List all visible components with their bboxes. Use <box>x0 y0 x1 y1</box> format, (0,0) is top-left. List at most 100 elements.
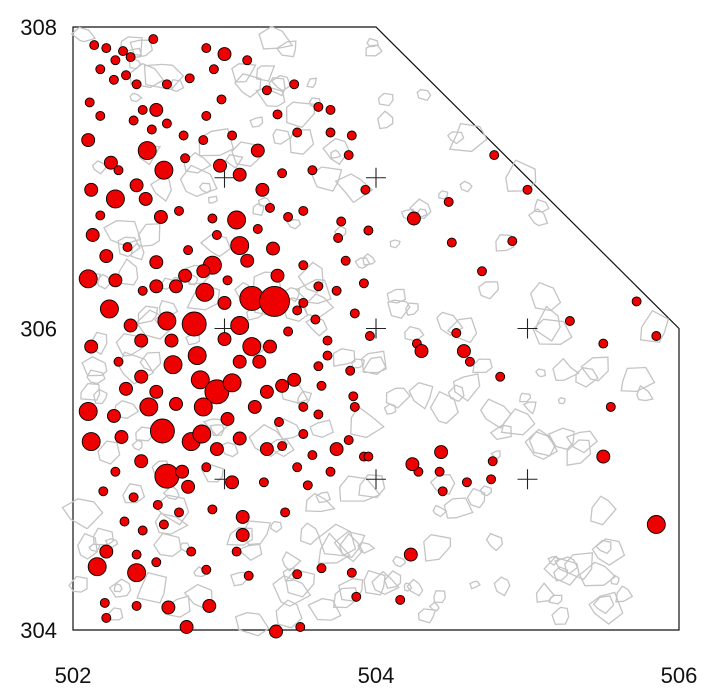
data-point <box>84 97 95 108</box>
data-point <box>105 189 125 209</box>
data-point <box>213 158 227 173</box>
grey-outline-shape <box>591 538 626 566</box>
data-point <box>250 143 265 158</box>
grey-outline-shape <box>86 369 106 385</box>
data-point <box>522 184 533 195</box>
data-point <box>298 429 309 439</box>
data-point <box>232 354 247 369</box>
data-point <box>161 600 176 615</box>
data-point <box>489 150 500 161</box>
data-point <box>81 133 96 148</box>
data-point <box>151 557 162 568</box>
reference-cross-marker <box>517 318 538 339</box>
grey-outline-shape <box>333 531 366 559</box>
grey-outline-shape <box>272 128 291 145</box>
data-point <box>495 371 506 382</box>
data-point <box>196 264 211 279</box>
data-point <box>340 255 351 266</box>
data-point <box>325 127 336 138</box>
data-point <box>207 504 218 515</box>
data-point <box>507 236 518 247</box>
data-point <box>81 432 101 452</box>
data-point <box>331 285 342 296</box>
data-point <box>351 591 362 602</box>
data-point <box>217 47 232 62</box>
grey-outline-shape <box>408 381 434 410</box>
grey-outline-shape <box>234 73 262 99</box>
data-point <box>295 622 306 632</box>
data-point <box>598 338 609 349</box>
grey-outline-shape <box>535 582 555 603</box>
grey-outline-shape <box>432 504 448 518</box>
data-point <box>289 79 300 90</box>
data-point <box>192 424 212 444</box>
grey-outline-shape <box>330 149 342 159</box>
data-point <box>119 381 133 396</box>
grey-outline-shape <box>286 101 316 129</box>
grey-outline-shape <box>466 487 486 509</box>
data-point <box>119 516 130 527</box>
data-point <box>121 70 131 81</box>
grey-outline-shape <box>282 567 296 582</box>
data-point <box>405 457 420 472</box>
data-point <box>414 344 429 359</box>
grey-outline-shape <box>226 527 253 546</box>
data-point <box>149 384 164 399</box>
data-point <box>137 285 148 296</box>
data-point <box>201 564 212 575</box>
grey-outline-shape <box>185 334 200 346</box>
data-point <box>108 74 119 85</box>
data-point <box>596 449 611 464</box>
grey-outline-shape <box>532 318 573 345</box>
grey-outline-shape <box>377 92 394 107</box>
grey-outline-shape <box>81 356 108 377</box>
data-point <box>131 549 142 560</box>
data-point <box>292 305 303 316</box>
data-point <box>95 64 106 75</box>
data-point <box>313 101 324 112</box>
grey-outline-shape <box>446 317 478 344</box>
data-point <box>146 124 157 135</box>
grey-outline-shape <box>332 348 356 367</box>
data-point <box>283 326 294 337</box>
grey-outline-shape <box>578 561 617 587</box>
data-point <box>230 236 250 256</box>
data-point <box>277 441 288 452</box>
data-point <box>564 316 575 326</box>
data-point <box>451 328 462 338</box>
data-point <box>174 507 184 518</box>
grey-outline-shape <box>387 299 411 319</box>
data-point <box>122 242 133 253</box>
data-point <box>270 268 285 283</box>
grey-outline-shape <box>207 195 218 204</box>
data-point <box>325 466 336 477</box>
data-point <box>651 331 662 341</box>
data-point <box>174 205 184 216</box>
data-point <box>103 155 118 170</box>
grey-outline-shape <box>285 218 302 230</box>
grey-outline-shape <box>307 597 342 621</box>
data-point <box>259 442 274 457</box>
data-point <box>154 463 180 489</box>
data-point <box>158 519 169 530</box>
grey-outline-shape <box>575 367 599 388</box>
data-point <box>128 115 139 126</box>
data-point <box>443 196 454 207</box>
data-point <box>89 40 100 51</box>
grey-outline-shape <box>281 378 309 404</box>
grey-outline-shape <box>479 398 512 429</box>
data-point <box>163 355 183 375</box>
grey-outline-shape <box>594 539 612 555</box>
grey-outline-shape <box>305 315 328 337</box>
reference-cross-marker <box>214 167 235 188</box>
grey-outline-shape <box>429 474 456 496</box>
data-point <box>346 130 357 141</box>
grey-outline-shape <box>248 423 289 458</box>
data-point <box>148 34 159 45</box>
grey-outline-shape <box>234 612 270 637</box>
data-point <box>149 279 164 294</box>
grey-outline-shape <box>547 555 560 566</box>
grey-outline-shape <box>338 532 364 563</box>
data-point <box>106 408 121 423</box>
data-point <box>217 332 232 347</box>
